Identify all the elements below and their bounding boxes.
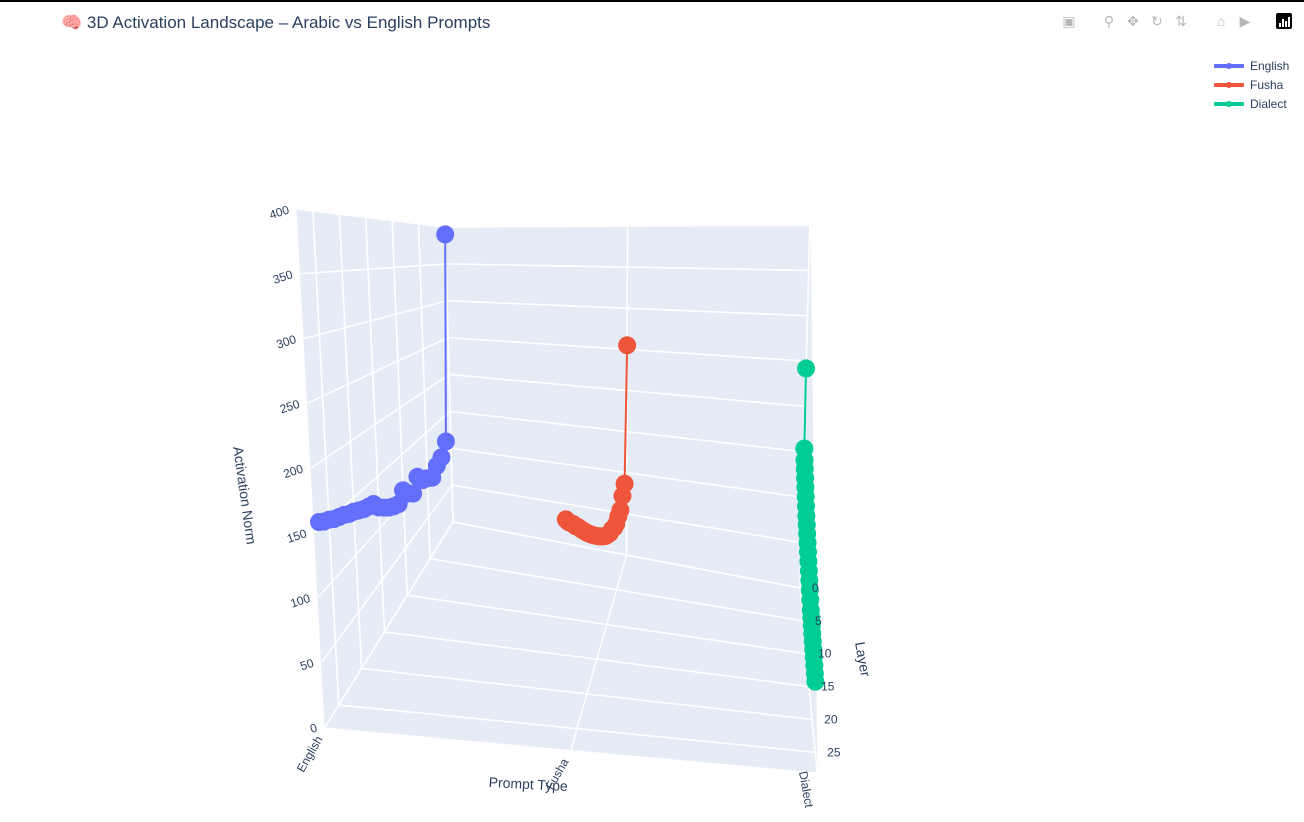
gridline-z-side (296, 208, 446, 228)
y-tick-label: 5 (815, 614, 822, 628)
x-tick-label: Dialect (796, 770, 816, 809)
legend-swatch-dialect (1214, 99, 1244, 109)
scene-traces (309, 225, 825, 691)
plotly-logo-icon[interactable] (1276, 13, 1292, 29)
gridline-y-floor (384, 631, 810, 688)
reset-camera-icon[interactable]: ⌂ (1216, 13, 1226, 29)
data-point-dialect[interactable] (797, 359, 816, 378)
data-point-english[interactable] (436, 432, 455, 451)
y-axis-label: Layer (852, 640, 874, 678)
legend-swatch-fusha (1214, 80, 1244, 90)
data-point-english[interactable] (436, 225, 455, 244)
z-axis-label: Activation Norm (230, 445, 260, 545)
z-tick-label: 0 (308, 720, 319, 735)
gridline-y-floor (430, 557, 804, 622)
z-tick-label: 50 (298, 656, 315, 674)
z-tick-label: 300 (275, 332, 299, 352)
legend-item-dialect[interactable]: Dialect (1214, 94, 1289, 113)
gridline-z-side (307, 336, 449, 404)
gridline-y-floor (338, 704, 816, 754)
chart-title: 🧠 3D Activation Landscape – Arabic vs En… (61, 13, 491, 32)
window-top-border (0, 0, 1304, 2)
legend-swatch-english (1214, 61, 1244, 71)
z-tick-label: 100 (289, 591, 313, 611)
gridline-y-floor (452, 521, 801, 589)
z-tick-label: 400 (268, 202, 292, 222)
legend-label-english: English (1250, 58, 1290, 73)
scene-walls (296, 208, 818, 773)
y-tick-label: 25 (827, 745, 841, 759)
gridline-z-side (320, 484, 453, 663)
gridline-y-floor (361, 667, 813, 721)
data-point-fusha[interactable] (618, 336, 637, 355)
last-camera-icon[interactable]: ▶ (1239, 13, 1251, 29)
data-point-dialect[interactable] (795, 439, 814, 458)
data-point-fusha[interactable] (615, 474, 634, 493)
y-tick-label: 10 (818, 647, 832, 661)
gridline-y-floor (407, 594, 807, 655)
gridline-y-side (338, 214, 363, 669)
z-tick-label: 250 (278, 397, 302, 417)
gridline-y-side (312, 210, 340, 706)
gridline-y-side (391, 220, 409, 596)
camera-icon[interactable]: ▣ (1062, 13, 1076, 29)
data-point-english[interactable] (404, 484, 423, 503)
pan-icon[interactable]: ✥ (1127, 13, 1139, 29)
gridline-x-floor (570, 554, 628, 750)
x-tick-label: English (294, 734, 326, 775)
legend-item-english[interactable]: English (1214, 56, 1289, 75)
gridline-z-side (303, 299, 448, 340)
legend-item-fusha[interactable]: Fusha (1214, 75, 1289, 94)
z-tick-label: 350 (271, 267, 295, 287)
gridline-z-side (300, 263, 447, 275)
legend-label-dialect: Dialect (1250, 96, 1287, 111)
gridline-z-side (310, 373, 450, 469)
data-point-fusha[interactable] (611, 501, 630, 520)
gridline-y-side (417, 223, 431, 559)
gridline-y-side (364, 217, 386, 632)
z-tick-label: 150 (285, 526, 309, 546)
orbit-rotation-icon[interactable]: ↻ (1151, 13, 1163, 29)
y-tick-label: 20 (824, 712, 838, 726)
legend-label-fusha: Fusha (1250, 77, 1284, 92)
turntable-rotation-icon[interactable]: ⇅ (1175, 13, 1187, 29)
y-tick-label: 15 (821, 680, 835, 694)
zoom-icon[interactable]: ⚲ (1103, 13, 1115, 29)
scene-gridlines (296, 208, 818, 773)
gridline-x-floor (324, 521, 454, 728)
modebar: ▣ ⚲ ✥ ↻ ⇅ ⌂ ▶ (1060, 12, 1292, 30)
y-tick-label: 0 (812, 581, 819, 595)
legend: English Fusha Dialect (1214, 56, 1289, 113)
x-axis-label: Prompt Type (488, 774, 568, 794)
z-tick-label: 200 (282, 461, 306, 481)
data-point-english[interactable] (432, 448, 451, 467)
